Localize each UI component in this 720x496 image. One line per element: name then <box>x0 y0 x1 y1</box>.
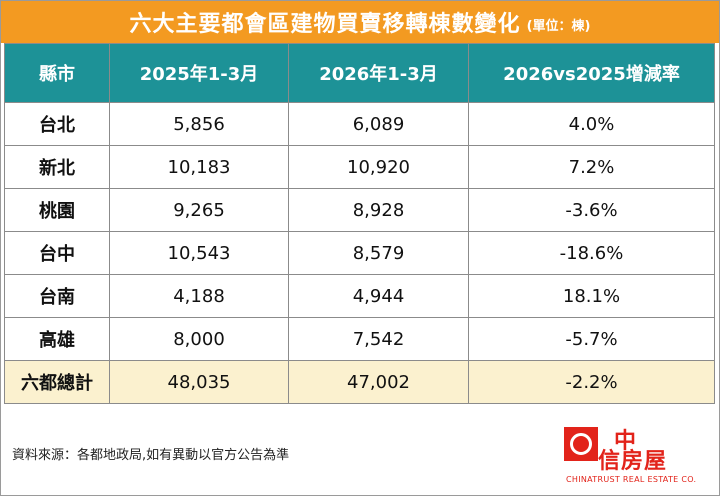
value-2026-cell: 8,579 <box>288 231 469 275</box>
logo-text-en: CHINATRUST REAL ESTATE CO. <box>566 475 697 484</box>
city-cell: 高雄 <box>4 317 110 361</box>
page-title: 六大主要都會區建物買賣移轉棟數變化 <box>129 12 521 37</box>
value-2026-cell: 4,944 <box>288 274 469 318</box>
table-row: 高雄 8,000 7,542 -5.7% <box>4 317 715 361</box>
value-2026-cell: 8,928 <box>288 188 469 232</box>
header-city: 縣市 <box>4 43 110 103</box>
change-cell: 18.1% <box>468 274 715 318</box>
unit-note: (單位：棟) <box>526 19 591 34</box>
city-cell: 台中 <box>4 231 110 275</box>
total-2026-cell: 47,002 <box>288 360 469 404</box>
chinatrust-logo: 中 信房屋 CHINATRUST REAL ESTATE CO. <box>564 427 704 491</box>
table-header-row: 縣市 2025年1-3月 2026年1-3月 2026vs2025增減率 <box>4 43 715 103</box>
value-2025-cell: 4,188 <box>109 274 289 318</box>
table-row: 桃園 9,265 8,928 -3.6% <box>4 188 715 232</box>
value-2025-cell: 5,856 <box>109 102 289 146</box>
total-2025-cell: 48,035 <box>109 360 289 404</box>
table-row: 台中 10,543 8,579 -18.6% <box>4 231 715 275</box>
value-2025-cell: 9,265 <box>109 188 289 232</box>
change-cell: -3.6% <box>468 188 715 232</box>
table-row: 台北 5,856 6,089 4.0% <box>4 102 715 146</box>
table-row: 新北 10,183 10,920 7.2% <box>4 145 715 189</box>
logo-text-line2: 信房屋 <box>598 449 668 474</box>
footer: 資料來源：各都地政局,如有異動以官方公告為準 中 信房屋 CHINATRUST … <box>4 413 714 491</box>
table-row: 台南 4,188 4,944 18.1% <box>4 274 715 318</box>
total-change-cell: -2.2% <box>468 360 715 404</box>
city-cell: 新北 <box>4 145 110 189</box>
value-2025-cell: 10,183 <box>109 145 289 189</box>
change-cell: -18.6% <box>468 231 715 275</box>
value-2025-cell: 10,543 <box>109 231 289 275</box>
total-label-cell: 六都總計 <box>4 360 110 404</box>
source-note: 資料來源：各都地政局,如有異動以官方公告為準 <box>12 448 290 463</box>
header-2025: 2025年1-3月 <box>109 43 289 103</box>
value-2026-cell: 7,542 <box>288 317 469 361</box>
logo-text-line1: 中 <box>614 429 637 454</box>
value-2026-cell: 6,089 <box>288 102 469 146</box>
value-2025-cell: 8,000 <box>109 317 289 361</box>
change-cell: 4.0% <box>468 102 715 146</box>
transfer-table: 縣市 2025年1-3月 2026年1-3月 2026vs2025增減率 台北 … <box>4 43 715 404</box>
header-change: 2026vs2025增減率 <box>468 43 715 103</box>
total-row: 六都總計 48,035 47,002 -2.2% <box>4 360 715 404</box>
city-cell: 桃園 <box>4 188 110 232</box>
value-2026-cell: 10,920 <box>288 145 469 189</box>
city-cell: 台北 <box>4 102 110 146</box>
header-2026: 2026年1-3月 <box>288 43 469 103</box>
change-cell: -5.7% <box>468 317 715 361</box>
title-bar: 六大主要都會區建物買賣移轉棟數變化 (單位：棟) <box>1 1 719 43</box>
chinatrust-logo-mark-icon <box>564 427 598 461</box>
city-cell: 台南 <box>4 274 110 318</box>
change-cell: 7.2% <box>468 145 715 189</box>
